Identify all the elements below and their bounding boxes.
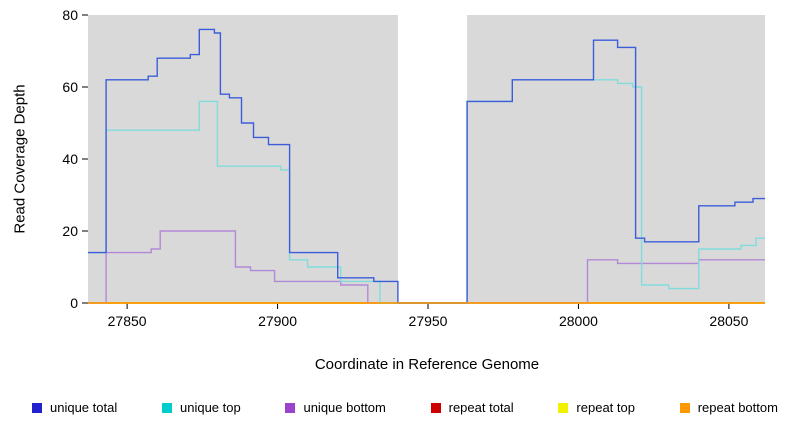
legend-label: repeat total xyxy=(448,400,514,415)
legend-swatch xyxy=(679,402,690,413)
x-tick-label: 27850 xyxy=(108,313,147,329)
y-tick-label: 20 xyxy=(62,223,78,239)
x-axis-label: Coordinate in Reference Genome xyxy=(314,356,540,373)
x-tick-label: 27950 xyxy=(409,313,448,329)
legend-item: repeat top xyxy=(558,400,635,415)
legend-label: repeat bottom xyxy=(697,400,778,415)
x-tick-label: 28050 xyxy=(709,313,748,329)
legend-label: repeat top xyxy=(576,400,635,415)
legend-item: repeat total xyxy=(430,400,514,415)
legend-item: unique bottom xyxy=(285,400,386,415)
legend-swatch xyxy=(558,402,569,413)
x-tick-label: 27900 xyxy=(258,313,297,329)
coverage-gap-region xyxy=(397,15,468,303)
legend: unique total unique top unique bottom repea… xyxy=(0,400,792,415)
y-tick-label: 80 xyxy=(62,7,78,23)
y-axis-label: Read Coverage Depth xyxy=(11,84,29,234)
legend-label: unique top xyxy=(179,400,241,415)
y-tick-label: 0 xyxy=(70,295,78,311)
legend-swatch xyxy=(430,402,441,413)
legend-swatch xyxy=(32,402,42,413)
series-line-unique-bottom xyxy=(88,230,765,304)
series-line-unique-total xyxy=(88,28,765,304)
legend-label: unique total xyxy=(50,400,118,415)
y-tick-label: 40 xyxy=(62,151,78,167)
legend-swatch xyxy=(285,402,296,413)
legend-item: repeat bottom xyxy=(679,400,778,415)
legend-item: unique total xyxy=(32,400,117,415)
legend-label: unique bottom xyxy=(303,400,386,415)
y-tick-label: 60 xyxy=(62,79,78,95)
x-tick-label: 28000 xyxy=(559,313,598,329)
legend-swatch xyxy=(161,402,172,413)
legend-item: unique top xyxy=(161,400,241,415)
coverage-chart: 0 20 40 60 80 27850 27900 27950 28000 28050 xyxy=(62,7,765,329)
